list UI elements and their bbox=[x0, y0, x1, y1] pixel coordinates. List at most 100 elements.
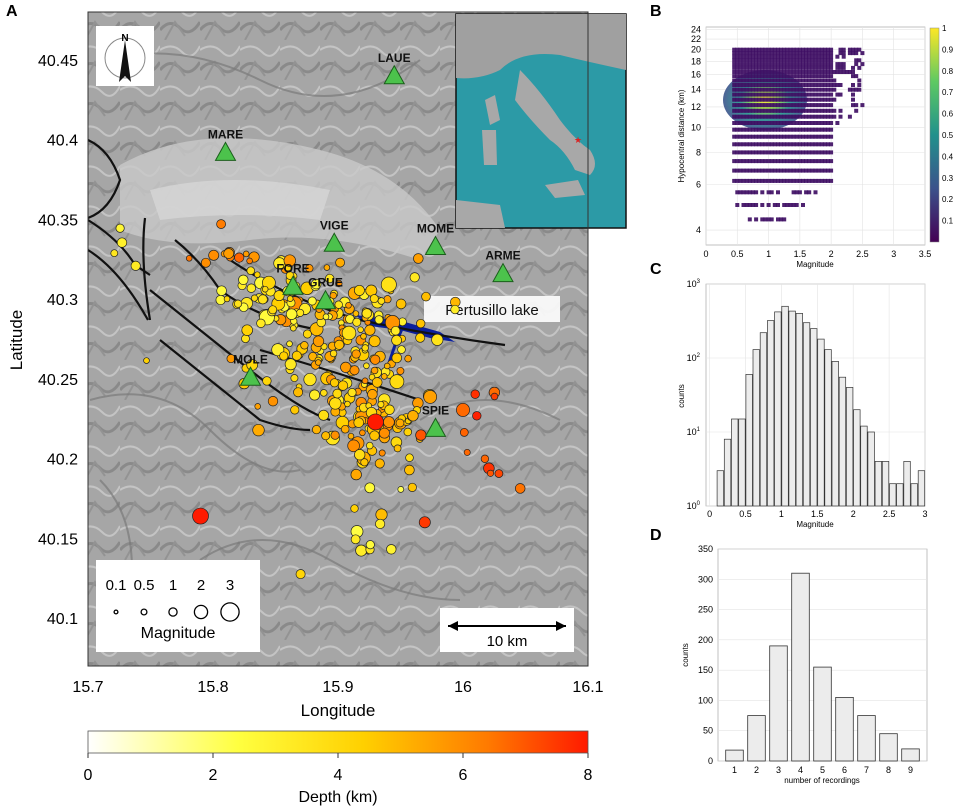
density-cell bbox=[801, 159, 805, 164]
density-cell bbox=[822, 103, 827, 108]
density-cell bbox=[754, 203, 759, 207]
density-cell bbox=[779, 74, 784, 79]
density-cell bbox=[754, 65, 759, 70]
density-cell bbox=[813, 74, 818, 79]
density-cell bbox=[772, 134, 777, 139]
density-y-tick-label: 6 bbox=[696, 180, 701, 190]
density-cell bbox=[788, 74, 793, 79]
density-cell bbox=[772, 74, 777, 79]
density-cell bbox=[735, 92, 740, 97]
density-cell bbox=[791, 142, 796, 147]
rec-hist-bar bbox=[813, 666, 832, 762]
density-cell bbox=[785, 159, 790, 164]
density-cell bbox=[754, 87, 759, 92]
density-cell bbox=[826, 51, 830, 56]
density-cell bbox=[810, 103, 815, 108]
density-cell bbox=[760, 87, 765, 92]
density-cell bbox=[801, 103, 805, 108]
magnitude-legend-circle bbox=[140, 608, 148, 616]
density-cell bbox=[744, 74, 749, 79]
density-cell bbox=[807, 97, 812, 102]
density-cell bbox=[785, 78, 790, 83]
density-cell bbox=[766, 47, 771, 52]
density-colorbar-tick-label: 0.2 bbox=[942, 195, 954, 204]
density-cell bbox=[760, 51, 765, 56]
density-cell bbox=[791, 114, 796, 119]
density-cell bbox=[766, 54, 771, 59]
density-y-tick-label: 8 bbox=[696, 147, 701, 157]
density-cell bbox=[766, 159, 771, 164]
density-cell bbox=[822, 54, 827, 59]
event-marker bbox=[360, 333, 367, 340]
density-cell bbox=[804, 87, 809, 92]
density-cell bbox=[760, 142, 765, 147]
density-cell bbox=[750, 92, 755, 97]
event-marker bbox=[226, 354, 236, 364]
density-cell bbox=[851, 51, 855, 56]
density-cell bbox=[819, 178, 824, 183]
magnitude-legend-circle bbox=[193, 604, 209, 620]
density-cell bbox=[838, 70, 843, 74]
density-cell bbox=[747, 92, 752, 97]
density-cell bbox=[766, 51, 771, 56]
mag-hist-x-tick-label: 2 bbox=[851, 509, 856, 519]
density-cell bbox=[750, 47, 755, 52]
density-cell bbox=[826, 114, 830, 119]
density-cell bbox=[757, 127, 762, 132]
density-cell bbox=[785, 134, 790, 139]
density-cell bbox=[754, 150, 759, 155]
density-cell bbox=[741, 83, 746, 87]
density-cell bbox=[832, 83, 837, 87]
event-marker bbox=[309, 389, 321, 401]
density-cell bbox=[779, 58, 784, 63]
density-cell bbox=[785, 74, 790, 79]
density-cell bbox=[791, 97, 796, 102]
density-cell bbox=[744, 142, 749, 147]
map-y-tick-label: 40.1 bbox=[47, 611, 78, 628]
density-cell bbox=[754, 142, 759, 147]
density-cell bbox=[822, 74, 827, 79]
density-cell bbox=[841, 62, 846, 67]
density-cell bbox=[810, 168, 815, 173]
density-cell bbox=[776, 108, 780, 113]
density-cell bbox=[794, 150, 799, 155]
event-marker bbox=[368, 373, 376, 381]
density-cell bbox=[829, 97, 834, 102]
density-cell bbox=[779, 134, 784, 139]
mag-hist-x-tick-label: 1 bbox=[779, 509, 784, 519]
density-cell bbox=[835, 65, 840, 70]
density-cell bbox=[782, 83, 787, 87]
mag-hist-bar bbox=[910, 483, 918, 507]
density-cell bbox=[735, 142, 740, 147]
map-x-tick-label: 16.1 bbox=[572, 679, 603, 696]
density-cell bbox=[769, 103, 774, 108]
density-cell bbox=[782, 114, 787, 119]
density-cell bbox=[807, 83, 812, 87]
density-cell bbox=[797, 127, 802, 132]
density-cell bbox=[763, 58, 768, 63]
density-cell bbox=[788, 142, 793, 147]
density-cell bbox=[766, 121, 771, 125]
density-cell bbox=[750, 178, 755, 183]
density-cell bbox=[826, 168, 830, 173]
density-cell bbox=[757, 74, 762, 79]
density-cell bbox=[732, 74, 737, 79]
density-cell bbox=[794, 134, 799, 139]
density-cell bbox=[788, 54, 793, 59]
density-cell bbox=[763, 134, 768, 139]
density-cell bbox=[754, 83, 759, 87]
density-cell bbox=[766, 65, 771, 70]
density-cell bbox=[829, 127, 834, 132]
event-marker bbox=[341, 325, 357, 341]
density-cell bbox=[804, 58, 809, 63]
density-cell bbox=[829, 134, 834, 139]
density-cell bbox=[763, 178, 768, 183]
density-cell bbox=[785, 65, 790, 70]
density-cell bbox=[797, 47, 802, 52]
depth-colorbar-label: Depth (km) bbox=[298, 789, 377, 806]
density-cell bbox=[838, 92, 843, 97]
density-cell bbox=[760, 97, 765, 102]
density-cell bbox=[788, 51, 793, 56]
density-cell bbox=[794, 62, 799, 67]
density-cell bbox=[747, 70, 752, 74]
